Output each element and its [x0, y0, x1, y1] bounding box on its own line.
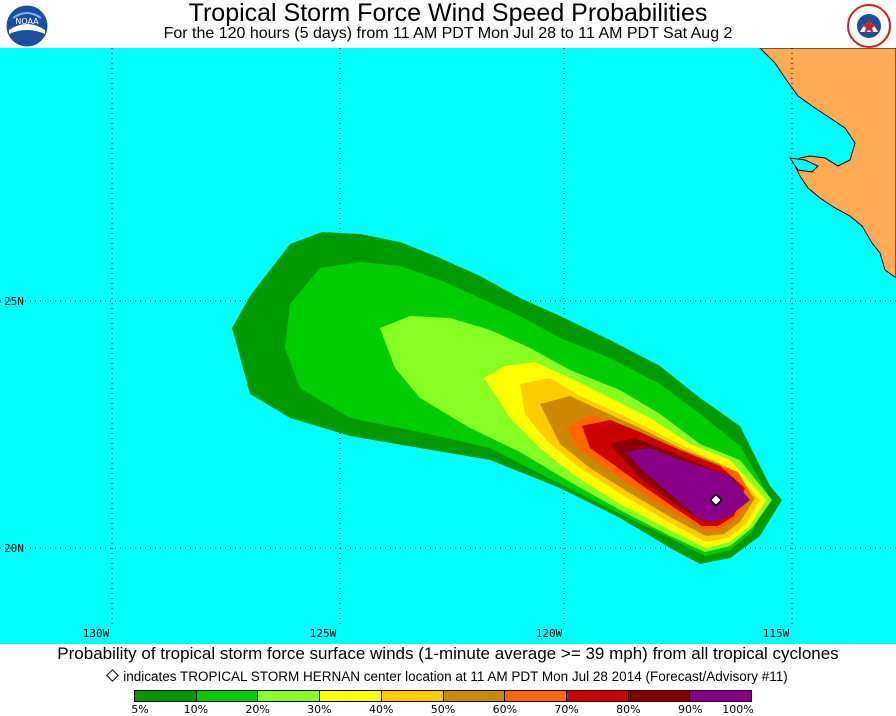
legend-label: 70% — [554, 703, 579, 716]
legend-label: 30% — [307, 703, 332, 716]
lon-label-120w: 120W — [536, 627, 563, 640]
legend-swatch — [381, 691, 444, 701]
legend-label: 60% — [492, 703, 518, 716]
lon-label-125w: 125W — [310, 627, 337, 640]
legend-label: 100% — [722, 703, 754, 716]
probability-map: 130W 125W 120W 115W 25N 20N — [0, 48, 896, 644]
page-title: Tropical Storm Force Wind Speed Probabil… — [188, 0, 708, 27]
legend-swatch — [196, 691, 259, 701]
diamond-icon — [106, 669, 120, 682]
legend-label: 5% — [131, 703, 149, 716]
legend-label: 10% — [183, 703, 209, 716]
legend-swatch — [258, 691, 321, 701]
legend-label: 50% — [430, 703, 456, 716]
lon-label-130w: 130W — [83, 627, 110, 640]
storm-center-note-text: indicates TROPICAL STORM HERNAN center l… — [123, 669, 788, 684]
storm-center-note: indicates TROPICAL STORM HERNAN center l… — [0, 668, 896, 685]
legend-label: 40% — [368, 703, 394, 716]
noaa-logo: NOAA — [5, 4, 49, 48]
legend-label: 20% — [245, 703, 270, 716]
description-line: Probability of tropical storm force surf… — [57, 644, 839, 663]
probability-contours — [232, 232, 782, 564]
legend-swatch — [320, 691, 382, 701]
legend-swatch — [443, 691, 506, 701]
page-subtitle: For the 120 hours (5 days) from 11 AM PD… — [163, 25, 733, 42]
storm-center-diamond-icon — [709, 493, 723, 507]
lat-label-20n: 20N — [4, 542, 24, 555]
legend-swatch — [505, 691, 567, 701]
legend-label: 90% — [677, 703, 703, 716]
probability-legend — [134, 690, 752, 702]
legend-swatch — [690, 691, 752, 701]
lat-label-25n: 25N — [4, 295, 24, 308]
lon-label-115w: 115W — [763, 627, 790, 640]
legend-swatch — [566, 691, 629, 701]
nws-logo — [847, 4, 891, 48]
legend-swatch — [628, 691, 691, 701]
noaa-logo-text: NOAA — [15, 17, 39, 26]
legend-swatch — [135, 691, 197, 701]
legend-label: 80% — [616, 703, 641, 716]
